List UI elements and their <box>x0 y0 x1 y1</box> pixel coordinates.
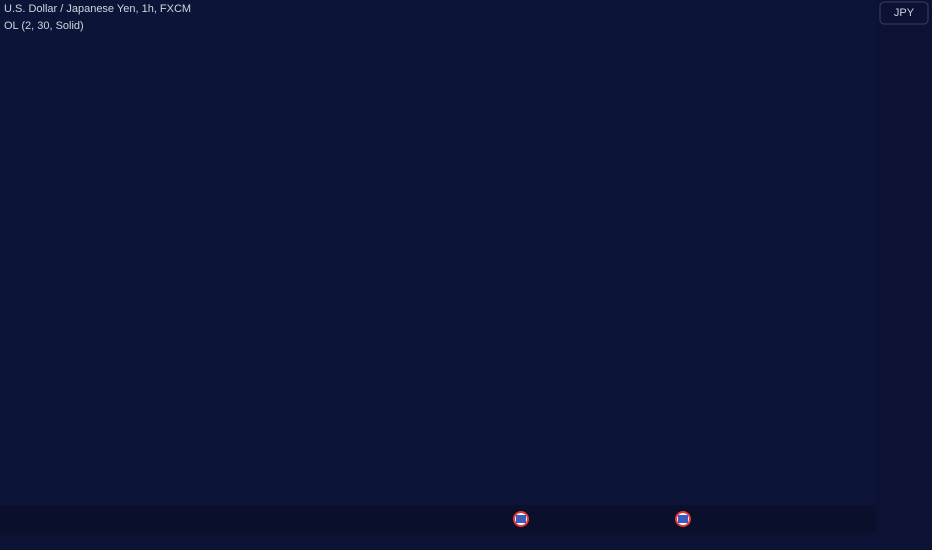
event-flag[interactable] <box>675 511 691 527</box>
price-axis <box>876 0 932 550</box>
event-flag[interactable] <box>513 511 529 527</box>
indicator-label: OL (2, 30, Solid) <box>4 20 84 32</box>
bottom-band <box>0 505 876 533</box>
currency-button[interactable] <box>879 1 929 25</box>
currency-label[interactable]: JPY <box>894 7 915 19</box>
time-axis <box>0 533 876 550</box>
chart-title: U.S. Dollar / Japanese Yen, 1h, FXCM <box>4 3 191 15</box>
